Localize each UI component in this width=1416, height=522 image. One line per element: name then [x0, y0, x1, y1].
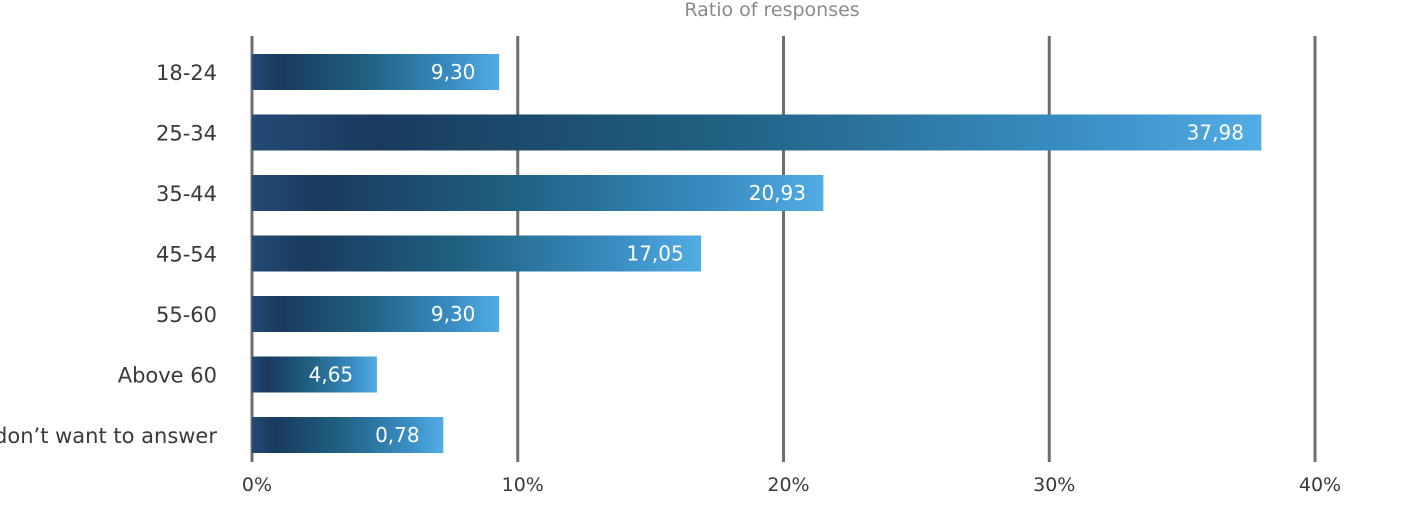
- bar: [252, 114, 1262, 151]
- data-label: 17,05: [626, 242, 683, 266]
- bar-layer: 9,30 37,98 20,93 17,05 9,30 4,65 0,78: [252, 54, 1262, 453]
- x-tick-layer: 0% 10% 20% 30% 40%: [242, 474, 1341, 496]
- data-label: 37,98: [1187, 121, 1244, 145]
- x-tick-label: 20%: [767, 474, 809, 496]
- category-label: 35-44: [156, 182, 217, 206]
- bar: [252, 175, 824, 211]
- data-label: 0,78: [375, 423, 420, 447]
- bar: [252, 54, 500, 90]
- category-label: don’t want to answer: [0, 424, 217, 448]
- x-tick-label: 0%: [242, 474, 272, 496]
- bar: [252, 417, 444, 453]
- bar: [252, 296, 500, 332]
- x-tick-label: 30%: [1033, 474, 1075, 496]
- x-tick-label: 10%: [502, 474, 544, 496]
- data-label: 4,65: [309, 363, 354, 387]
- category-label: 18-24: [156, 61, 217, 85]
- category-label: 55-60: [156, 303, 217, 327]
- x-tick-label: 40%: [1299, 474, 1341, 496]
- category-label: 45-54: [156, 243, 217, 267]
- category-label: Above 60: [118, 364, 217, 388]
- category-label: 25-34: [156, 122, 217, 146]
- bar: [252, 356, 377, 393]
- chart-title: Ratio of responses: [684, 0, 859, 21]
- data-label: 20,93: [749, 181, 806, 205]
- data-label: 9,30: [431, 60, 476, 84]
- bar: [252, 235, 702, 272]
- data-label: 9,30: [431, 302, 476, 326]
- category-label-layer: 18-24 25-34 35-44 45-54 55-60 Above 60 don’t w…: [0, 61, 217, 448]
